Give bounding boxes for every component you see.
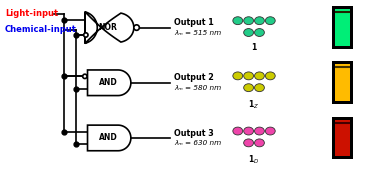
Polygon shape	[85, 12, 134, 43]
Ellipse shape	[244, 139, 254, 147]
Text: 1$_Z$: 1$_Z$	[248, 99, 260, 111]
Bar	[335, 9, 350, 46]
Ellipse shape	[233, 127, 243, 135]
Bar	[332, 117, 353, 159]
Text: AND: AND	[99, 134, 118, 142]
Ellipse shape	[265, 127, 275, 135]
Circle shape	[134, 25, 139, 30]
Circle shape	[83, 74, 87, 79]
Bar	[335, 120, 350, 156]
Bar	[332, 6, 353, 49]
Text: Chemical-input: Chemical-input	[5, 25, 77, 34]
Circle shape	[84, 33, 88, 37]
Text: Light-input: Light-input	[5, 9, 58, 18]
Text: 1: 1	[251, 43, 257, 52]
Text: AND: AND	[99, 78, 118, 87]
Text: Output 2: Output 2	[174, 73, 214, 82]
Text: λₘ = 630 nm: λₘ = 630 nm	[174, 140, 222, 146]
Ellipse shape	[233, 72, 243, 80]
Ellipse shape	[265, 72, 275, 80]
Ellipse shape	[244, 17, 254, 25]
Ellipse shape	[244, 127, 254, 135]
Bar	[332, 61, 353, 104]
Polygon shape	[88, 70, 131, 96]
Ellipse shape	[254, 84, 264, 92]
Text: λₘ = 580 nm: λₘ = 580 nm	[174, 85, 222, 91]
Text: 1$_D$: 1$_D$	[248, 154, 260, 166]
Ellipse shape	[254, 127, 264, 135]
Ellipse shape	[244, 84, 254, 92]
Text: λₘ = 515 nm: λₘ = 515 nm	[174, 30, 222, 35]
Ellipse shape	[254, 29, 264, 37]
Text: Output 1: Output 1	[174, 18, 214, 27]
Text: Output 3: Output 3	[174, 128, 214, 138]
Polygon shape	[88, 125, 131, 151]
Text: NOR: NOR	[98, 23, 117, 32]
Ellipse shape	[244, 29, 254, 37]
Bar	[335, 64, 350, 101]
Ellipse shape	[254, 17, 264, 25]
Ellipse shape	[244, 72, 254, 80]
Ellipse shape	[265, 17, 275, 25]
Ellipse shape	[254, 139, 264, 147]
Ellipse shape	[233, 17, 243, 25]
Ellipse shape	[254, 72, 264, 80]
